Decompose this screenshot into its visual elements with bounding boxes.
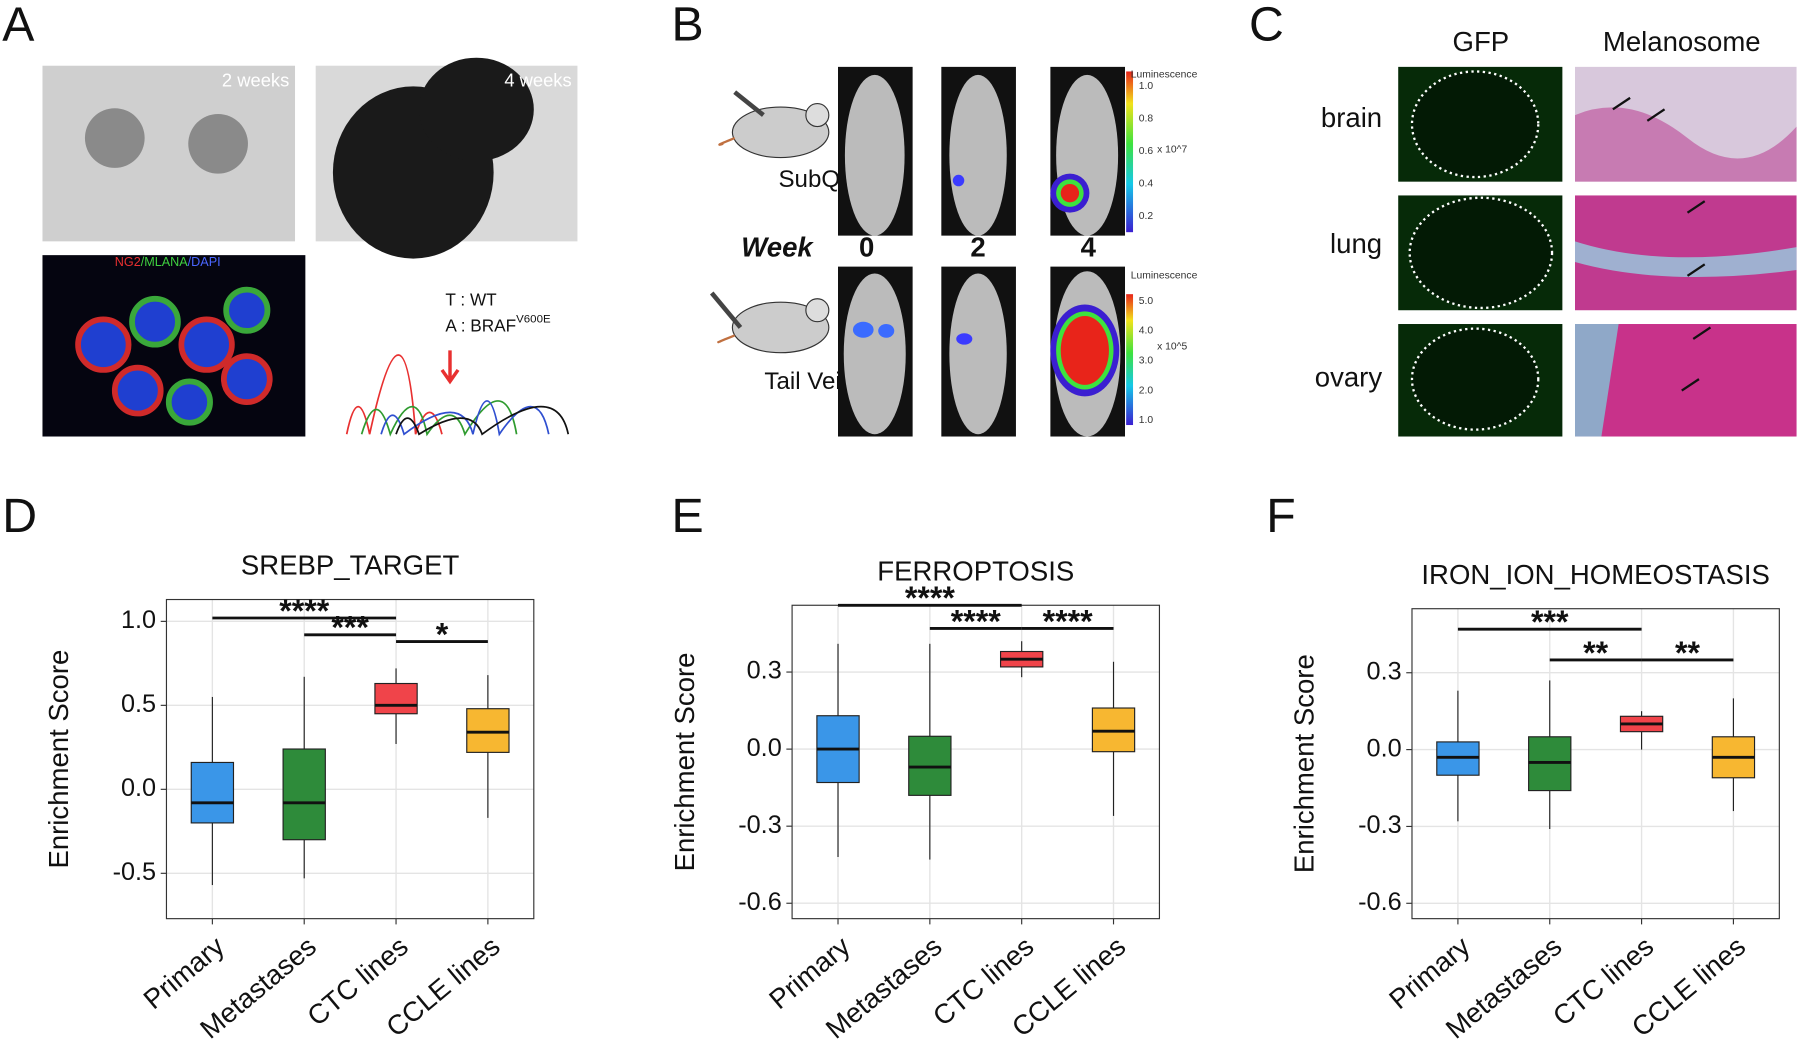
panel-letter: B	[672, 0, 704, 52]
bioluminescence-images	[838, 66, 1134, 437]
colorbar-label: 2.0	[1139, 385, 1154, 396]
y-axis-label: Enrichment Score	[1289, 654, 1320, 873]
colorbar-label: 0.8	[1139, 114, 1154, 125]
axis-label: Week	[741, 232, 814, 263]
y-tick-label: -0.3	[1358, 811, 1402, 839]
row-label: ovary	[1315, 361, 1383, 392]
y-tick-label: 0.0	[1367, 734, 1402, 762]
colorbar-label: 1.0	[1139, 81, 1154, 92]
significance-label: ****	[279, 593, 330, 629]
panel-letter: A	[2, 0, 35, 52]
significance-label: ****	[951, 603, 1002, 639]
allele: A : BRAF	[445, 315, 516, 335]
panel-letter: C	[1249, 0, 1284, 52]
colorbar-label: 0.4	[1139, 178, 1154, 189]
spheroid	[84, 108, 145, 168]
colorbar-label: 0.2	[1139, 211, 1154, 222]
route-label: SubQ	[778, 166, 840, 193]
colorbar-title: Luminescence	[1131, 271, 1198, 282]
panel-letter: E	[672, 489, 704, 543]
column-label: Melanosome	[1603, 26, 1761, 57]
box	[466, 708, 510, 753]
row-label: brain	[1321, 102, 1382, 133]
chromatogram	[345, 354, 570, 437]
image-label: 2 weeks	[222, 70, 289, 91]
significance-label: ***	[331, 610, 369, 646]
y-axis-label: Enrichment Score	[669, 652, 700, 871]
colorbar-label: 1.0	[1139, 415, 1154, 426]
chart-title: SREBP_TARGET	[241, 550, 460, 581]
spheroid	[419, 57, 534, 162]
panel-letter: D	[2, 489, 37, 543]
y-tick-label: 0.3	[747, 657, 782, 685]
allele-label: A : BRAFV600E	[445, 313, 551, 334]
plot-frame	[165, 598, 535, 920]
micrograph	[42, 65, 296, 242]
stain: /MLANA	[141, 256, 189, 270]
significance-label: ****	[905, 580, 956, 616]
allele-label: T : WT	[445, 290, 497, 310]
y-tick-label: -0.6	[1358, 888, 1402, 916]
significance-label: ***	[1531, 604, 1569, 640]
arrow	[440, 350, 460, 385]
column-label: GFP	[1453, 26, 1510, 57]
significance-label: *	[436, 616, 449, 652]
row-label: lung	[1330, 228, 1382, 259]
colorbar-label: 3.0	[1139, 355, 1154, 366]
chart-title: IRON_ION_HOMEOSTASIS	[1421, 559, 1769, 590]
significance-label: ****	[1043, 603, 1094, 639]
y-tick-label: -0.3	[738, 811, 782, 839]
histology-images	[1398, 66, 1797, 437]
y-tick-label: -0.5	[113, 858, 157, 886]
box	[282, 748, 326, 841]
stain: /DAPI	[188, 256, 221, 270]
colorbar-labels: 1.0 0.8 0.6 0.4 0.2 5.0 4.0 3.0 2.0 1.0	[1139, 81, 1154, 426]
week-label: 0	[859, 232, 874, 263]
colorbar-title: Luminescence	[1131, 70, 1198, 81]
y-tick-label: 1.0	[121, 606, 156, 634]
box	[374, 682, 418, 715]
y-tick-label: 0.0	[121, 774, 156, 802]
colorbar-unit: x 10^7	[1157, 144, 1187, 155]
box	[190, 761, 235, 824]
colorbar-label: 5.0	[1139, 296, 1154, 307]
week-label: 4	[1081, 232, 1097, 263]
mouse-icon	[718, 90, 830, 159]
significance-label: **	[1675, 635, 1701, 671]
spheroid	[188, 113, 248, 174]
y-tick-label: 0.5	[121, 690, 156, 718]
chart-title: FERROPTOSIS	[877, 555, 1074, 586]
charts: SREBP_TARGET Enrichment Score -0.5 0.0 0.5 1.…	[43, 550, 1780, 1045]
allele-sup: V600E	[516, 313, 551, 325]
significance-label: **	[1583, 635, 1609, 671]
cells	[75, 286, 273, 426]
mouse-icon	[709, 291, 830, 354]
y-tick-label: 0.3	[1367, 657, 1402, 685]
y-axis-label: Enrichment Score	[43, 650, 74, 869]
panel-letter: F	[1266, 489, 1295, 543]
plot-frame	[1411, 608, 1780, 920]
y-tick-label: 0.0	[747, 734, 782, 762]
colorbar-label: 0.6	[1139, 146, 1154, 157]
week-label: 2	[970, 232, 985, 263]
colorbar-label: 4.0	[1139, 326, 1154, 337]
stain-label: NG2/MLANA/DAPI	[115, 256, 221, 270]
colorbar-unit: x 10^5	[1157, 342, 1187, 353]
y-tick-label: -0.6	[738, 888, 782, 916]
image-label: 4 weeks	[504, 70, 571, 91]
stain: NG2	[115, 256, 141, 270]
